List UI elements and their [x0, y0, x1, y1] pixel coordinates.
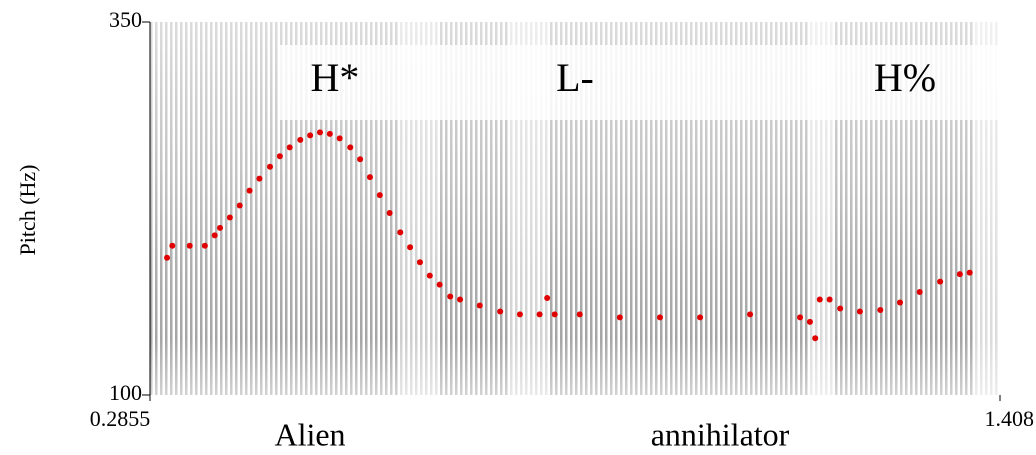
pitch-point: [436, 281, 443, 288]
pitch-point: [536, 311, 543, 318]
word-label: annihilator: [651, 416, 790, 452]
pitch-point: [837, 305, 844, 312]
pitch-point: [877, 306, 884, 313]
pitch-point: [916, 289, 923, 296]
pitch-point: [286, 144, 293, 151]
y-tick-label: 350: [109, 7, 142, 32]
pitch-point: [256, 175, 263, 182]
pitch-point: [416, 259, 423, 266]
pitch-point: [826, 296, 833, 303]
pitch-point: [246, 187, 253, 194]
pitch-point: [407, 244, 414, 251]
tone-label: L-: [556, 55, 594, 100]
y-axis-label: Pitch (Hz): [15, 164, 40, 255]
pitch-point: [966, 269, 973, 276]
x-tick-label: 0.2855: [90, 406, 151, 431]
tone-label: H*: [311, 55, 360, 100]
pitch-point: [816, 296, 823, 303]
pitch-point: [276, 153, 283, 160]
pitch-point: [397, 229, 404, 236]
pitch-point: [544, 295, 551, 302]
pitch-point: [169, 242, 176, 249]
pitch-point: [357, 156, 364, 163]
pitch-point: [476, 302, 483, 309]
pitch-point: [164, 254, 171, 261]
pitch-point: [297, 136, 304, 143]
pitch-point: [616, 314, 623, 321]
pitch-point: [447, 293, 454, 300]
pitch-point: [186, 242, 193, 249]
pitch-point: [897, 299, 904, 306]
word-label: Alien: [274, 416, 345, 452]
pitch-point: [226, 214, 233, 221]
pitch-point: [697, 314, 704, 321]
pitch-point: [956, 271, 963, 278]
pitch-point: [201, 242, 208, 249]
pitch-point: [386, 209, 393, 216]
pitch-point: [576, 311, 583, 318]
spectrogram: [150, 22, 1000, 395]
pitch-point: [347, 144, 354, 151]
x-tick-label: 1.408: [985, 406, 1035, 431]
pitch-point: [336, 135, 343, 142]
pitch-point: [551, 311, 558, 318]
pitch-point: [806, 318, 813, 325]
pitch-point: [376, 192, 383, 199]
pitch-point: [426, 272, 433, 279]
pitch-point: [856, 308, 863, 315]
pitch-point: [317, 129, 323, 136]
pitch-point: [812, 335, 819, 342]
pitch-point: [516, 311, 523, 318]
pitch-point: [307, 132, 314, 139]
pitch-point: [366, 174, 373, 181]
pitch-point: [497, 308, 504, 315]
pitch-point: [267, 163, 274, 170]
pitch-point: [326, 130, 333, 137]
pitch-point: [457, 296, 464, 303]
pitch-point: [937, 278, 944, 285]
pitch-point: [657, 314, 663, 321]
pitch-point: [236, 202, 243, 209]
tone-label: H%: [874, 55, 936, 100]
pitch-point: [747, 311, 754, 318]
pitch-point: [211, 232, 218, 239]
y-tick-label: 100: [109, 380, 142, 405]
pitch-point: [217, 224, 224, 231]
pitch-point: [797, 314, 804, 321]
